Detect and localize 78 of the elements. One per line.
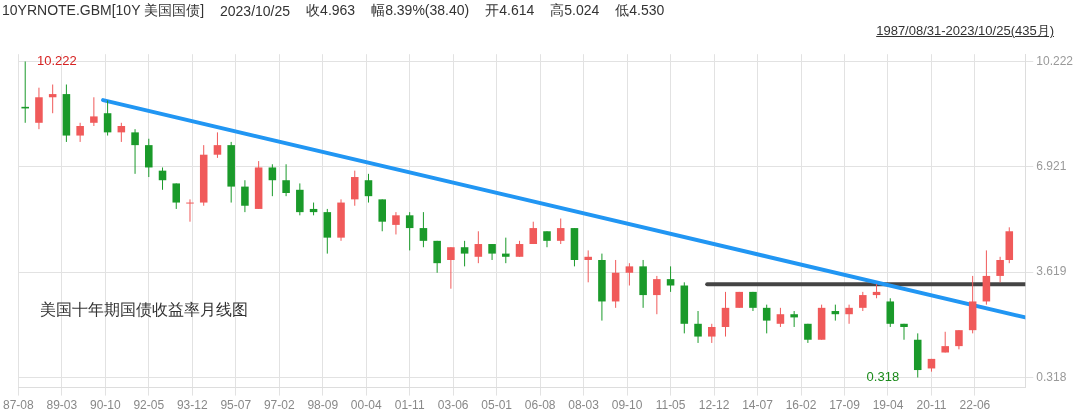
candlestick [625,262,634,287]
x-tick-label: 06-08 [524,398,556,413]
x-tick-label: 87-08 [2,398,35,413]
annotation: 10.222 [36,53,77,69]
text: 开4.614 [485,2,535,20]
x-tick-label: 12-12 [698,398,730,413]
candlestick [584,249,592,283]
candlestick [845,304,853,325]
text: 低4.530 [615,2,665,20]
chart-title: 10YRNOTE.GBM[10Y 美国国债] [2,2,205,20]
chart-subtitle: 1987/08/31-2023/10/25(435月) [875,22,1055,40]
candlestick [241,179,249,213]
candlestick [145,138,153,178]
candlestick [186,198,194,223]
candlestick [433,240,441,274]
candlestick [405,211,414,251]
candlestick [666,265,675,293]
y-tick-label: 0.318 [1036,369,1067,384]
annotation: 0.318 [866,369,900,385]
candlestick [172,182,181,210]
x-tick-label: 16-02 [785,398,817,413]
x-tick-label: 97-02 [263,398,295,413]
x-tick-label: 05-01 [481,398,513,413]
x-tick-label: 19-04 [872,398,904,413]
x-tick-label: 89-03 [46,398,78,413]
x-tick-label: 00-04 [350,398,382,413]
candlestick [90,96,98,127]
x-tick-label: 14-07 [742,398,774,413]
candlestick [364,173,373,204]
annotation: 美国十年期国债收益率月线图 [40,300,248,320]
candlestick [762,304,771,334]
candlestick [213,131,222,159]
candlestick [941,331,949,354]
y-tick-label: 6.921 [1036,159,1067,174]
candlestick [474,230,483,264]
candlestick [378,198,386,232]
candlestick [392,211,400,235]
x-tick-label: 09-10 [611,398,643,413]
x-tick-label: 17-09 [829,398,861,413]
x-tick-label: 03-06 [437,398,469,413]
x-tick-label: 92-05 [133,398,165,413]
candlestick [502,237,510,264]
x-tick-label: 08-03 [568,398,600,413]
text: 高5.024 [550,2,600,20]
candlestick [653,275,661,315]
candlestick [694,310,702,344]
candlestick [721,291,730,338]
candlestick [776,307,785,328]
text: 幅8.39%(38.40) [371,2,470,20]
candlestick [268,163,277,197]
candlestick [460,240,469,267]
y-tick-label: 10.222 [1036,53,1074,68]
candlestick [556,218,565,245]
candlestick [955,329,963,350]
candlestick [859,291,867,312]
x-tick-label: 01-11 [394,398,425,413]
candlestick [350,170,359,207]
candlestick [900,323,908,341]
candlestick [296,182,304,216]
candlestick [76,122,84,143]
candlestick [282,163,290,197]
x-tick-label: 93-12 [176,398,208,413]
text: 2023/10/25 [220,3,291,19]
candlestick [103,99,112,137]
candlestick [886,297,895,328]
x-tick-label: 98-09 [307,398,339,413]
candlestick [419,211,428,248]
x-tick-label: 90-10 [89,398,121,413]
x-tick-label: 11-05 [655,398,686,413]
x-tick-label: 95-07 [220,398,252,413]
candlestick [447,246,455,290]
x-tick-label: 20-11 [916,398,947,413]
candlestick [707,323,716,344]
text: 收4.963 [306,2,356,20]
candlestick [131,128,139,175]
x-tick-label: 22-06 [959,398,991,413]
candlestick [996,256,1004,283]
y-tick-label: 3.619 [1036,264,1067,279]
